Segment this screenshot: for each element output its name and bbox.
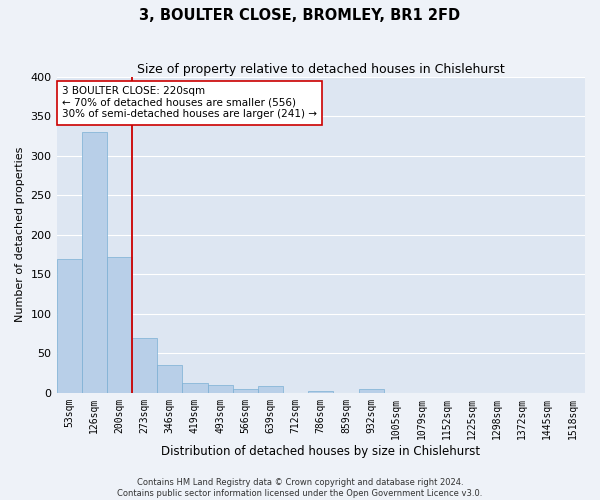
Title: Size of property relative to detached houses in Chislehurst: Size of property relative to detached ho… (137, 62, 505, 76)
Bar (233, 389, 258, 393)
Bar (208, 385, 233, 393)
X-axis label: Distribution of detached houses by size in Chislehurst: Distribution of detached houses by size … (161, 444, 481, 458)
Bar (157, 366, 182, 393)
Bar (132, 338, 157, 393)
Y-axis label: Number of detached properties: Number of detached properties (15, 147, 25, 322)
Bar (82, 132, 107, 393)
Bar (56, 258, 82, 393)
Bar (182, 384, 208, 393)
Text: Contains HM Land Registry data © Crown copyright and database right 2024.
Contai: Contains HM Land Registry data © Crown c… (118, 478, 482, 498)
Text: 3, BOULTER CLOSE, BROMLEY, BR1 2FD: 3, BOULTER CLOSE, BROMLEY, BR1 2FD (139, 8, 461, 22)
Bar (359, 389, 383, 393)
Bar (107, 257, 132, 393)
Text: 3 BOULTER CLOSE: 220sqm
← 70% of detached houses are smaller (556)
30% of semi-d: 3 BOULTER CLOSE: 220sqm ← 70% of detache… (62, 86, 317, 120)
Bar (308, 390, 334, 393)
Bar (258, 386, 283, 393)
